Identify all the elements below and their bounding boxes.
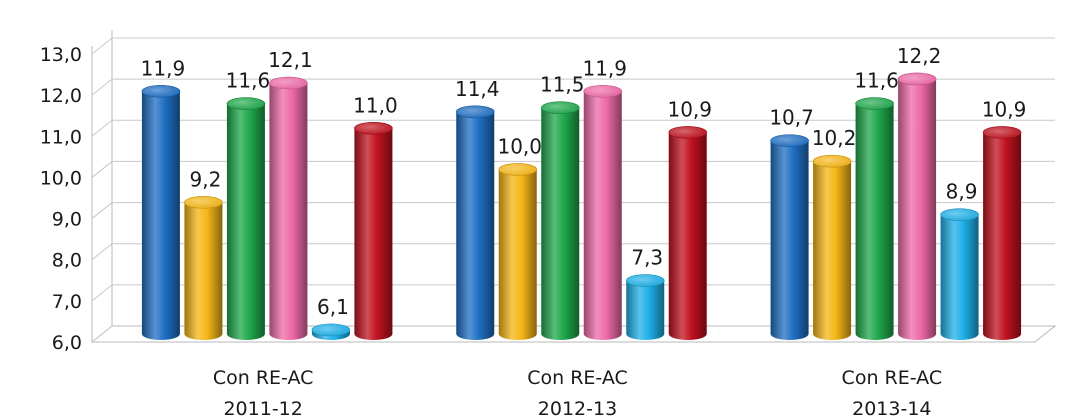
bar-body <box>855 103 894 340</box>
bar-top <box>141 84 181 98</box>
bar-body <box>141 91 180 340</box>
bar <box>184 196 223 340</box>
bar <box>583 84 623 340</box>
bar-top <box>455 105 495 119</box>
data-label: 11,9 <box>582 56 627 80</box>
bar-body <box>541 107 580 340</box>
bar-top <box>184 196 223 209</box>
data-label: 10,9 <box>982 97 1027 121</box>
bar <box>540 101 580 340</box>
gridline-side <box>91 78 113 96</box>
bar <box>770 134 809 340</box>
bar <box>498 163 538 340</box>
y-tick-label: 12,0 <box>40 85 82 107</box>
x-category-label: Con RE-AC 2013-14 <box>842 367 943 420</box>
bar-body <box>583 91 622 340</box>
bar-top <box>897 72 937 86</box>
bar-body <box>898 78 937 341</box>
gridline-side <box>91 119 113 137</box>
gridline-side <box>91 37 113 55</box>
bar-top <box>311 323 351 337</box>
x-category-label: Con RE-AC 2011-12 <box>213 367 314 420</box>
bar-body <box>184 202 223 340</box>
data-label: 10,7 <box>769 106 814 130</box>
bar-body <box>940 214 979 340</box>
data-label: 10,0 <box>497 134 542 158</box>
bar-top <box>940 208 979 221</box>
bar-top <box>770 134 809 147</box>
bar-top <box>812 154 852 168</box>
bar-top <box>540 101 580 115</box>
bar-body <box>456 111 495 340</box>
bar-body <box>498 169 537 340</box>
bar <box>269 76 308 341</box>
bar <box>855 97 894 340</box>
bar-top <box>668 126 708 139</box>
data-label: 11,0 <box>353 93 398 117</box>
data-label: 11,6 <box>854 69 899 93</box>
bar <box>897 72 937 341</box>
bar <box>455 105 495 340</box>
data-label: 8,9 <box>946 180 978 204</box>
bar <box>625 274 665 340</box>
y-tick-label: 10,0 <box>40 167 82 189</box>
bar-top <box>498 163 538 176</box>
data-label: 12,2 <box>897 44 942 68</box>
bar-top <box>625 274 665 287</box>
y-tick-label: 13,0 <box>40 44 82 66</box>
bar-body <box>813 161 852 340</box>
bar <box>940 208 979 340</box>
data-label: 7,3 <box>631 246 663 270</box>
gridline-side <box>91 284 113 302</box>
gridline-side <box>91 202 113 219</box>
bar <box>226 97 266 340</box>
bar-body <box>668 132 707 340</box>
bar-top <box>982 126 1022 139</box>
bar <box>354 121 393 340</box>
bar-body <box>983 132 1022 340</box>
data-label: 9,2 <box>190 167 222 191</box>
bar-top <box>583 84 623 98</box>
bar <box>668 126 708 340</box>
gridline-side <box>91 161 113 178</box>
data-label: 11,9 <box>141 56 186 80</box>
data-label: 12,1 <box>268 48 313 72</box>
bar-body <box>269 83 308 341</box>
data-label: 10,2 <box>812 126 857 150</box>
data-label: 11,5 <box>540 73 585 97</box>
bar <box>982 126 1022 340</box>
x-category-label: Con RE-AC 2012-13 <box>527 367 628 420</box>
bar-top <box>226 97 266 110</box>
bar-body <box>354 128 393 340</box>
bar-body <box>226 103 265 340</box>
y-tick-label: 8,0 <box>52 250 82 272</box>
bar-top <box>855 97 894 110</box>
bar <box>311 323 351 340</box>
bar-body <box>770 140 809 340</box>
y-tick-label: 11,0 <box>40 126 82 148</box>
data-label: 11,6 <box>226 69 271 93</box>
bar-top <box>269 76 308 90</box>
bar-top <box>354 121 393 135</box>
y-tick-label: 7,0 <box>52 291 82 313</box>
bar <box>141 84 181 340</box>
data-label: 10,9 <box>667 97 712 121</box>
data-label: 6,1 <box>317 295 349 319</box>
bar-body <box>626 280 665 340</box>
data-label: 11,4 <box>455 77 500 101</box>
y-tick-label: 6,0 <box>52 332 82 354</box>
bar <box>812 154 852 340</box>
y-tick-label: 9,0 <box>52 209 82 231</box>
gridline-side <box>91 243 113 261</box>
gridline-side <box>91 325 113 343</box>
